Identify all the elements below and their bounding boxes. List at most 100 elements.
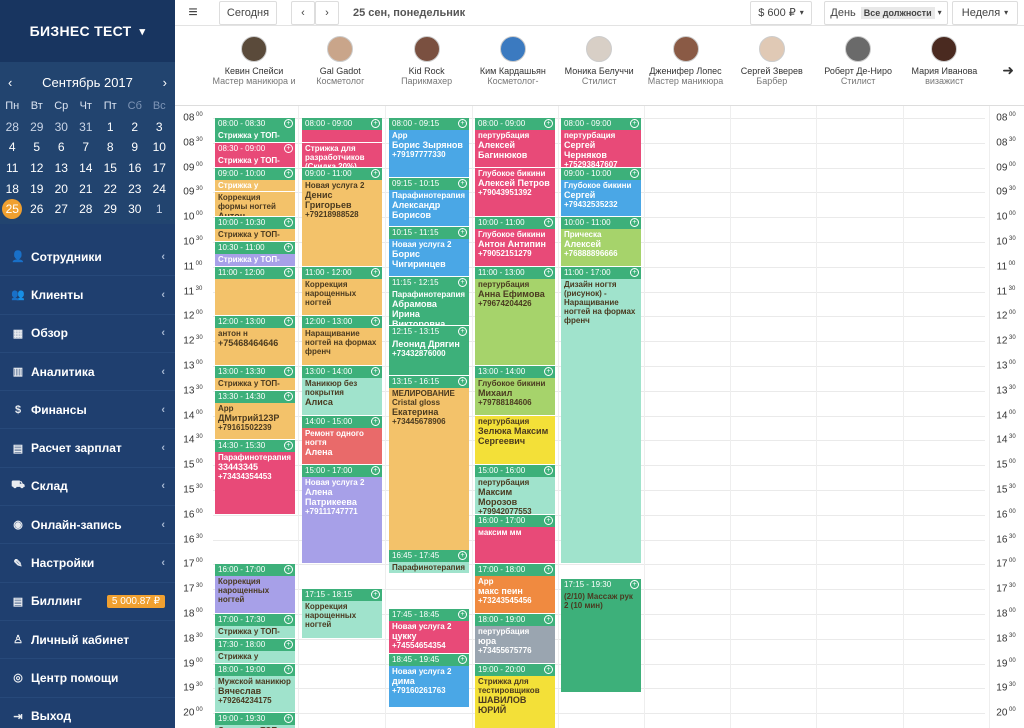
clock-icon[interactable]: + bbox=[284, 243, 293, 252]
sidebar-item-10[interactable]: ♙ Личный кабинет bbox=[0, 621, 175, 660]
clock-icon[interactable]: + bbox=[458, 228, 467, 238]
clock-icon[interactable]: + bbox=[284, 168, 293, 178]
appointment[interactable]: 17:30 - 18:00+Стрижка у мастера bbox=[215, 638, 295, 663]
calendar-day[interactable]: 7 bbox=[82, 140, 90, 155]
calendar-day[interactable]: 29 bbox=[103, 202, 117, 217]
clock-icon[interactable]: + bbox=[544, 664, 553, 674]
clock-icon[interactable]: + bbox=[371, 168, 380, 178]
calendar-day[interactable]: 6 bbox=[57, 140, 65, 155]
clock-icon[interactable]: + bbox=[284, 143, 293, 153]
calendar-day[interactable]: 24 bbox=[152, 181, 166, 196]
appointment[interactable]: 09:15 - 10:15 + Парафинотерапия Александр Б… bbox=[389, 177, 469, 227]
week-view-dropdown[interactable]: Неделя ▾ bbox=[952, 0, 1018, 25]
appointment[interactable]: 18:00 - 19:00 + Мужской маникюр Вячеслав +79… bbox=[215, 663, 295, 713]
calendar-day[interactable]: 23 bbox=[128, 181, 142, 196]
clock-icon[interactable]: + bbox=[544, 218, 553, 228]
clock-icon[interactable]: + bbox=[284, 391, 293, 401]
appointment[interactable]: 13:00 - 13:30 + Стрижка у ТОП- bbox=[215, 366, 295, 390]
appointment[interactable]: 18:45 - 19:45 + Новая услуга 2 дима +7916026… bbox=[389, 653, 469, 708]
appointment[interactable]: Глубокое бикини Алексей Петров +7904395139… bbox=[475, 167, 555, 217]
appointment[interactable]: 16:00 - 17:00 + максим мм bbox=[475, 514, 555, 564]
clock-icon[interactable]: + bbox=[630, 119, 639, 128]
hamburger-icon[interactable]: ≡ bbox=[188, 3, 198, 21]
calendar-day[interactable]: 30 bbox=[54, 119, 68, 134]
appointment[interactable]: 09:00 - 11:00 + Новая услуга 2 Денис Григор… bbox=[302, 167, 382, 266]
staff-column-header[interactable]: Kid Rock Парикмахер bbox=[384, 36, 470, 86]
sidebar-item-3[interactable]: ▥ Аналитика ‹ bbox=[0, 353, 175, 392]
calendar-day[interactable]: 17 bbox=[152, 161, 166, 176]
calendar-day[interactable]: 10 bbox=[152, 140, 166, 155]
staff-column-header[interactable]: Роберт Де-Ниро Стилист bbox=[815, 36, 901, 86]
clock-icon[interactable]: + bbox=[284, 639, 293, 649]
calendar-day[interactable]: 1 bbox=[106, 119, 114, 134]
clock-icon[interactable]: + bbox=[458, 327, 467, 337]
clock-icon[interactable]: + bbox=[284, 714, 293, 724]
appointment[interactable]: 14:00 - 15:00 + Ремонт одного ногтя Алена bbox=[302, 415, 382, 465]
sidebar-item-7[interactable]: ◉ Онлайн-запись ‹ bbox=[0, 506, 175, 545]
prev-month-icon[interactable]: ‹ bbox=[8, 74, 13, 90]
appointment[interactable]: 09:00 - 10:00 + Глубокое бикини Сергей +7943… bbox=[561, 167, 641, 217]
clock-icon[interactable]: + bbox=[544, 615, 553, 624]
appointment[interactable]: 17:00 - 17:30 + Стрижка у ТОП- bbox=[215, 614, 295, 638]
appointment[interactable]: 17:15 - 18:15 + Коррекция нарощенных ногте… bbox=[302, 589, 382, 638]
calendar-day[interactable]: 26 bbox=[30, 202, 44, 217]
clock-icon[interactable]: + bbox=[371, 416, 380, 426]
calendar-day[interactable]: 22 bbox=[103, 181, 117, 196]
staff-column-header[interactable]: Дженифер Лопес Мастер маникюра bbox=[643, 36, 729, 86]
clock-icon[interactable]: + bbox=[630, 218, 639, 228]
calendar-day[interactable]: 4 bbox=[8, 140, 16, 155]
clock-icon[interactable]: + bbox=[630, 168, 639, 178]
appointment[interactable]: 12:15 - 13:15 + Леонид Дрягин +73432876000 bbox=[389, 326, 469, 375]
clock-icon[interactable]: + bbox=[371, 590, 380, 600]
calendar-day[interactable]: 3 bbox=[155, 119, 163, 134]
calendar-day[interactable]: 15 bbox=[103, 161, 117, 176]
appointment[interactable]: 16:45 - 17:45+Парафинотерапияюри а+73242… bbox=[389, 549, 469, 574]
appointment[interactable]: 10:00 - 10:30 + Стрижка у ТОП- bbox=[215, 217, 295, 241]
calendar-day[interactable]: 13 bbox=[54, 161, 68, 176]
clock-icon[interactable]: + bbox=[458, 654, 467, 664]
staff-column-header[interactable]: Сергей Зверев Барбер bbox=[729, 36, 815, 86]
appointment[interactable]: 19:00 - 20:00 + Стрижка для тестировщиков Ш… bbox=[475, 663, 555, 728]
staff-column-header[interactable]: Моника Белуччи Стилист bbox=[556, 36, 642, 86]
appointment[interactable]: 08:00 - 09:00 + пертурбация Сергей Черняков… bbox=[561, 118, 641, 167]
calendar-day[interactable]: 14 bbox=[79, 161, 93, 176]
calendar-day[interactable]: 20 bbox=[54, 181, 68, 196]
calendar-day[interactable]: 16 bbox=[128, 161, 142, 176]
positions-filter[interactable]: Все должности bbox=[860, 6, 935, 19]
staff-column-header[interactable]: Gal Gadot Косметолог bbox=[297, 36, 383, 86]
clock-icon[interactable]: + bbox=[284, 119, 293, 128]
clock-icon[interactable]: + bbox=[544, 119, 553, 128]
appointment[interactable]: 10:00 - 11:00 + Глубокое бикини Антон Антип… bbox=[475, 217, 555, 266]
appointment[interactable]: 13:00 - 14:00 + Маникюр без покрытия Алиса bbox=[302, 366, 382, 415]
appointment[interactable]: 11:00 - 17:00 + Дизайн ногтя (рисунок) - Н… bbox=[561, 266, 641, 564]
clock-icon[interactable]: + bbox=[371, 466, 380, 476]
clock-icon[interactable]: + bbox=[284, 317, 293, 327]
calendar-day[interactable]: 28 bbox=[79, 202, 93, 217]
clock-icon[interactable]: + bbox=[284, 441, 293, 451]
clock-icon[interactable]: + bbox=[544, 267, 553, 277]
calendar-day[interactable]: 29 bbox=[30, 119, 44, 134]
clock-icon[interactable]: + bbox=[371, 119, 380, 128]
appointment[interactable]: Стрижка для разработчиков (Скидка 20%) bbox=[302, 142, 382, 167]
calendar-day[interactable]: 30 bbox=[128, 202, 142, 217]
clock-icon[interactable]: + bbox=[371, 267, 380, 277]
clock-icon[interactable]: + bbox=[544, 466, 553, 476]
calendar-day[interactable]: 21 bbox=[79, 181, 93, 196]
appointment[interactable]: 08:00 - 08:30 + Стрижка у ТОП- bbox=[215, 118, 295, 142]
appointment[interactable]: 12:00 - 13:00 + антон н +75468464646 bbox=[215, 316, 295, 365]
clock-icon[interactable]: + bbox=[284, 615, 293, 624]
appointment[interactable]: 17:00 - 18:00 + App макс пеин +73243545456 bbox=[475, 564, 555, 613]
appointment[interactable]: 11:15 - 12:15 + Парафинотерапия Абрамова Ир… bbox=[389, 276, 469, 326]
calendar-day[interactable]: 9 bbox=[131, 140, 139, 155]
clock-icon[interactable]: + bbox=[544, 367, 553, 376]
appointment[interactable]: 08:00 - 09:00 + пертурбация Алексей Багинюк… bbox=[475, 118, 555, 167]
clock-icon[interactable]: + bbox=[284, 565, 293, 575]
sidebar-item-6[interactable]: ⛟ Склад ‹ bbox=[0, 468, 175, 507]
appointment[interactable]: пертурбация Зелюка Максим Сергеевич bbox=[475, 415, 555, 465]
appointment[interactable]: 15:00 - 17:00 + Новая услуга 2 Алена Патрик… bbox=[302, 465, 382, 564]
calendar-day[interactable]: 8 bbox=[106, 140, 114, 155]
prev-day-button[interactable]: ‹ bbox=[291, 0, 315, 25]
sidebar-item-9[interactable]: ▤ Биллинг 5 000.87 ₽ bbox=[0, 583, 175, 621]
appointment[interactable]: 10:15 - 11:15 + Новая услуга 2 Борис Чигири… bbox=[389, 227, 469, 276]
sidebar-item-11[interactable]: ◎ Центр помощи bbox=[0, 659, 175, 698]
